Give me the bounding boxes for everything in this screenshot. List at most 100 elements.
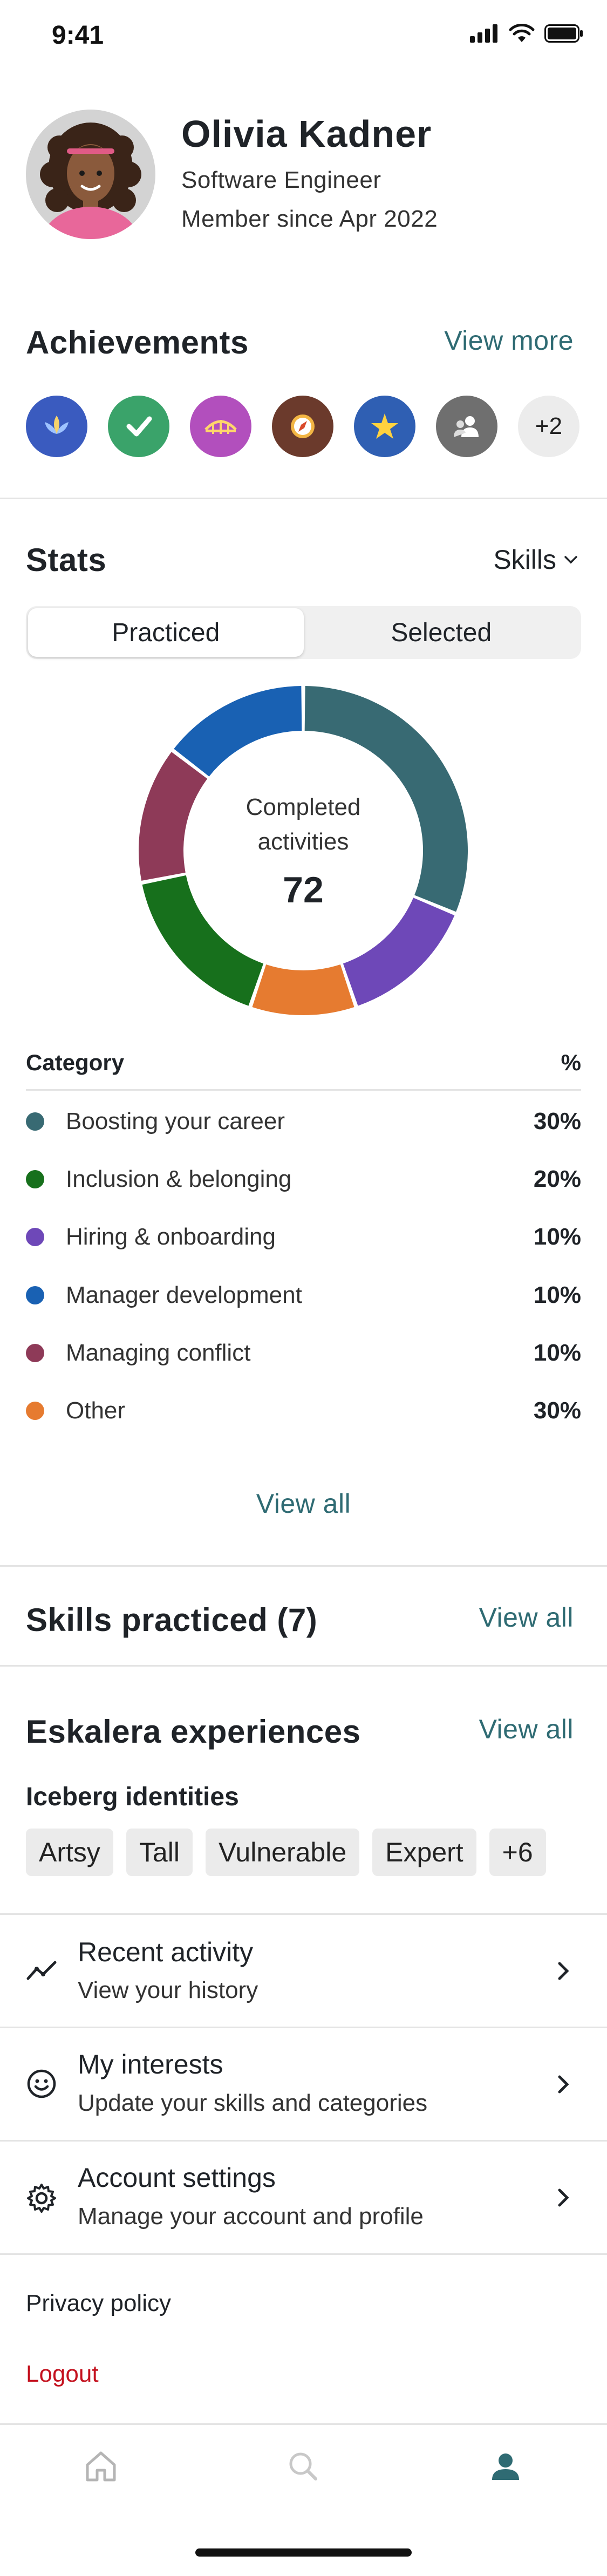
category-row: Managing conflict 10% (26, 1337, 581, 1369)
badge-row: +2 (26, 396, 579, 457)
donut-center-label: Completed activities (245, 794, 361, 855)
home-icon[interactable] (82, 2448, 120, 2485)
category-column-header: Category (26, 1050, 125, 1075)
gear-icon (27, 2184, 56, 2213)
category-color-dot (26, 1344, 44, 1362)
menu-item-subtitle: View your history (78, 1977, 258, 2003)
category-percent: 10% (533, 1282, 581, 1308)
category-color-dot (26, 1286, 44, 1304)
donut-center-value: 72 (283, 869, 324, 910)
bottom-tab-bar (0, 2423, 607, 2531)
stats-title: Stats (26, 542, 107, 578)
menu-item-subtitle: Update your skills and categories (78, 2090, 428, 2116)
category-percent: 30% (533, 1108, 581, 1134)
profile-icon[interactable] (487, 2448, 524, 2485)
category-row: Inclusion & belonging 20% (26, 1163, 581, 1195)
cellular-signal-icon (470, 24, 497, 43)
check-badge-icon[interactable] (108, 396, 169, 457)
member-since: Member since Apr 2022 (181, 206, 438, 232)
divider (0, 1565, 607, 1567)
status-icons (470, 24, 583, 43)
tab-practiced[interactable]: Practiced (28, 608, 304, 657)
logout-link[interactable]: Logout (26, 2361, 99, 2387)
category-table-header: Category % (26, 1050, 581, 1076)
stats-view-all-link[interactable]: View all (256, 1488, 351, 1519)
home-indicator (195, 2548, 412, 2557)
iceberg-identities-subtitle: Iceberg identities (26, 1783, 239, 1811)
skills-view-all-link[interactable]: View all (479, 1602, 574, 1633)
donut-segment (252, 964, 354, 1015)
category-label: Inclusion & belonging (66, 1166, 292, 1192)
category-row-left: Other (26, 1397, 125, 1424)
divider (0, 2253, 607, 2255)
donut-segment (174, 686, 302, 777)
category-percent: 10% (533, 1340, 581, 1366)
more-identities-chip[interactable]: +6 (489, 1829, 546, 1876)
people-badge-icon[interactable] (436, 396, 497, 457)
category-row: Manager development 10% (26, 1279, 581, 1311)
category-color-dot (26, 1170, 44, 1188)
experiences-title: Eskalera experiences (26, 1714, 361, 1750)
category-label: Manager development (66, 1282, 302, 1308)
stats-segmented-control: Practiced Selected (26, 606, 581, 659)
chevron-down-icon (564, 556, 577, 564)
wifi-icon (509, 24, 535, 42)
activity-trend-icon (26, 1961, 57, 1980)
category-color-dot (26, 1112, 44, 1131)
category-label: Managing conflict (66, 1340, 251, 1366)
menu-item-title: Account settings (78, 2163, 276, 2193)
donut-segment (343, 898, 455, 1006)
profile-title: Software Engineer (181, 167, 381, 193)
category-row-left: Manager development (26, 1282, 302, 1309)
divider (0, 498, 607, 499)
skills-filter-label: Skills (493, 545, 556, 575)
achievements-title: Achievements (26, 324, 249, 361)
menu-item-account-settings[interactable]: Account settings Manage your account and… (0, 2142, 607, 2253)
divider (0, 2027, 607, 2028)
more-badges-count[interactable]: +2 (518, 396, 579, 457)
tab-selected[interactable]: Selected (391, 618, 492, 647)
divider (0, 1665, 607, 1667)
divider (0, 1913, 607, 1915)
star-badge-icon[interactable] (354, 396, 415, 457)
avatar (26, 110, 155, 239)
category-row-left: Hiring & onboarding (26, 1224, 276, 1250)
experiences-view-all-link[interactable]: View all (479, 1714, 574, 1744)
category-percent: 20% (533, 1166, 581, 1192)
smiley-icon (27, 2069, 56, 2098)
skills-filter-dropdown[interactable]: Skills (493, 544, 578, 575)
identity-chip[interactable]: Expert (372, 1829, 476, 1876)
lotus-badge-icon[interactable] (26, 396, 87, 457)
chevron-right-icon (558, 2075, 569, 2094)
table-divider (26, 1089, 581, 1091)
category-row: Boosting your career 30% (26, 1105, 581, 1138)
donut-segment (139, 752, 208, 881)
identity-chip[interactable]: Tall (126, 1829, 193, 1876)
privacy-policy-link[interactable]: Privacy policy (26, 2290, 171, 2316)
category-row: Hiring & onboarding 10% (26, 1221, 581, 1253)
activities-donut-chart (139, 686, 468, 1015)
menu-item-recent-activity[interactable]: Recent activity View your history (0, 1915, 607, 2027)
menu-item-subtitle: Manage your account and profile (78, 2203, 424, 2230)
identity-chip[interactable]: Vulnerable (205, 1829, 360, 1876)
category-label: Other (66, 1397, 126, 1424)
chevron-right-icon (558, 1962, 569, 1980)
battery-icon (544, 24, 583, 43)
view-more-link[interactable]: View more (444, 325, 574, 356)
search-icon[interactable] (284, 2448, 322, 2485)
percent-column-header: % (561, 1050, 581, 1075)
bridge-badge-icon[interactable] (190, 396, 251, 457)
category-color-dot (26, 1402, 44, 1420)
category-color-dot (26, 1228, 44, 1246)
profile-name: Olivia Kadner (181, 113, 432, 155)
category-row-left: Boosting your career (26, 1108, 285, 1135)
skills-practiced-title: Skills practiced (7) (26, 1602, 318, 1638)
menu-item-my-interests[interactable]: My interests Update your skills and cate… (0, 2028, 607, 2140)
category-label: Boosting your career (66, 1108, 285, 1134)
menu-item-title: My interests (78, 2049, 223, 2079)
identity-chip[interactable]: Artsy (26, 1829, 113, 1876)
chevron-right-icon (558, 2188, 569, 2207)
donut-center: Completed activities 72 (133, 681, 473, 1021)
category-row: Other 30% (26, 1395, 581, 1427)
compass-badge-icon[interactable] (272, 396, 333, 457)
